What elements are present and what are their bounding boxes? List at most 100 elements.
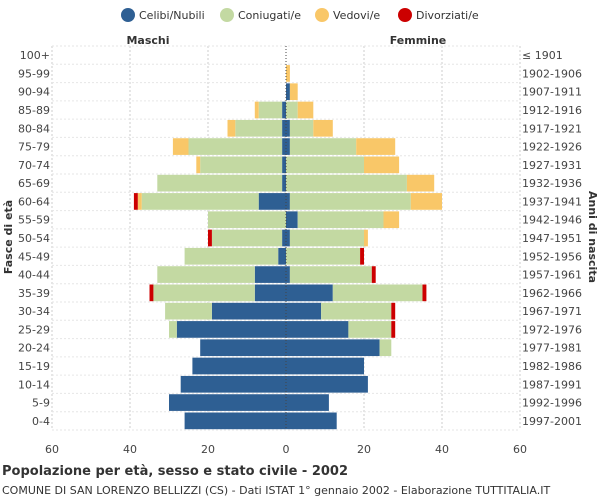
x-tick-label: 60	[45, 443, 59, 456]
bar-male-celibi	[176, 321, 286, 338]
bar-male-coniugati	[258, 101, 283, 119]
bar-female-nubili	[286, 357, 364, 375]
bar-female-nubili	[286, 284, 333, 302]
bar-male-celibi	[282, 138, 286, 155]
bar-female-vedove	[356, 138, 396, 155]
age-group-label: 40-44	[18, 269, 50, 282]
birth-year-label: 1927-1931	[522, 159, 582, 172]
age-group-label: 10-14	[18, 378, 50, 391]
age-group-label: 35-39	[18, 287, 50, 300]
age-group-label: 75-79	[18, 141, 50, 154]
bar-male-divorziati	[149, 284, 154, 302]
bar-female-nubili	[286, 339, 380, 357]
age-group-label: 95-99	[18, 67, 50, 80]
age-group-label: 55-59	[18, 214, 50, 227]
bar-female-nubili	[286, 266, 290, 283]
age-group-label: 45-49	[18, 250, 50, 263]
bar-male-coniugati	[153, 284, 255, 302]
age-group-label: 20-24	[18, 342, 50, 355]
legend-swatch	[121, 8, 135, 22]
age-group-label: 85-89	[18, 104, 50, 117]
bar-male-vedovi	[196, 156, 201, 174]
birth-year-label: 1922-1926	[522, 141, 582, 154]
age-group-label: 70-74	[18, 159, 50, 172]
y-axis-title-right: Anni di nascita	[586, 191, 599, 283]
bar-male-coniugati	[235, 119, 283, 137]
bar-male-vedovi	[172, 138, 189, 155]
bar-female-nubili	[286, 394, 329, 411]
females-label: Femmine	[390, 34, 447, 47]
bar-female-coniugate	[297, 211, 384, 229]
bar-female-vedove	[313, 119, 333, 137]
bar-male-coniugati	[165, 302, 212, 320]
bar-male-coniugati	[200, 156, 283, 174]
bar-female-coniugate	[321, 302, 392, 320]
legend-label: Celibi/Nubili	[139, 9, 205, 22]
bar-female-divorziate	[360, 247, 364, 265]
bar-male-celibi	[192, 357, 286, 375]
bar-male-celibi	[184, 412, 286, 430]
birth-year-label: 1967-1971	[522, 305, 582, 318]
age-group-label: 50-54	[18, 232, 50, 245]
bar-female-divorziate	[371, 266, 376, 283]
bar-male-celibi	[282, 101, 286, 119]
bar-male-celibi	[282, 229, 286, 247]
x-tick-label: 20	[357, 443, 371, 456]
birth-year-label: 1912-1916	[522, 104, 582, 117]
x-tick-label: 20	[201, 443, 215, 456]
males-label: Maschi	[126, 34, 169, 47]
legend-swatch	[315, 8, 329, 22]
legend: Celibi/Nubili Coniugati/e Vedovi/e Divorzia…	[121, 8, 479, 22]
bar-male-vedovi	[254, 101, 259, 119]
bar-male-celibi	[282, 119, 286, 137]
chart-subtitle: COMUNE DI SAN LORENZO BELLIZZI (CS) - Da…	[2, 484, 551, 497]
legend-swatch	[398, 8, 412, 22]
age-group-label: 15-19	[18, 360, 50, 373]
bar-male-celibi	[254, 284, 286, 302]
x-tick-label: 40	[123, 443, 137, 456]
x-axis-ticks: 60 40 20 0 20 40 60	[45, 443, 527, 456]
bar-female-coniugate	[286, 247, 361, 265]
bar-male-divorziati	[208, 229, 212, 247]
bar-male-coniugati	[188, 138, 283, 155]
bar-male-celibi	[180, 375, 286, 393]
age-group-label: 5-9	[32, 397, 50, 410]
bar-female-coniugate	[289, 138, 357, 155]
x-tick-label: 40	[435, 443, 449, 456]
bar-female-vedove	[410, 193, 442, 210]
bars	[133, 46, 442, 430]
birth-year-label: 1962-1966	[522, 287, 582, 300]
bar-female-coniugate	[289, 229, 364, 247]
age-group-label: 0-4	[32, 415, 50, 428]
age-group-label: 25-29	[18, 323, 50, 336]
bar-female-vedove	[383, 211, 400, 229]
birth-year-label: 1937-1941	[522, 195, 582, 208]
birth-year-label: ≤ 1901	[522, 49, 563, 62]
x-tick-label: 0	[283, 443, 290, 456]
birth-year-label: 1907-1911	[522, 86, 582, 99]
bar-female-coniugate	[289, 193, 411, 210]
bar-female-vedove	[286, 65, 290, 82]
birth-year-label: 1987-1991	[522, 378, 582, 391]
bar-male-celibi	[169, 394, 286, 411]
birth-year-label: 1977-1981	[522, 342, 582, 355]
age-group-label: 65-69	[18, 177, 50, 190]
birth-year-label: 1992-1996	[522, 397, 582, 410]
bar-female-nubili	[286, 211, 298, 229]
age-group-label: 90-94	[18, 86, 50, 99]
bar-male-coniugati	[208, 211, 286, 229]
bar-female-coniugate	[332, 284, 423, 302]
bar-male-celibi	[282, 174, 286, 192]
bar-female-nubili	[286, 83, 290, 101]
bar-female-vedove	[364, 229, 368, 247]
bar-female-coniugate	[289, 119, 314, 137]
bar-male-vedovi	[137, 193, 142, 210]
bar-male-celibi	[282, 156, 286, 174]
age-group-label: 60-64	[18, 195, 50, 208]
birth-year-label: 1982-1986	[522, 360, 582, 373]
bar-male-celibi	[258, 193, 286, 210]
birth-year-labels: ≤ 1901 1902-1906 1907-1911 1912-1916 1917-19…	[522, 49, 582, 428]
x-tick-label: 60	[513, 443, 527, 456]
bar-female-divorziate	[422, 284, 427, 302]
birth-year-label: 1932-1936	[522, 177, 582, 190]
